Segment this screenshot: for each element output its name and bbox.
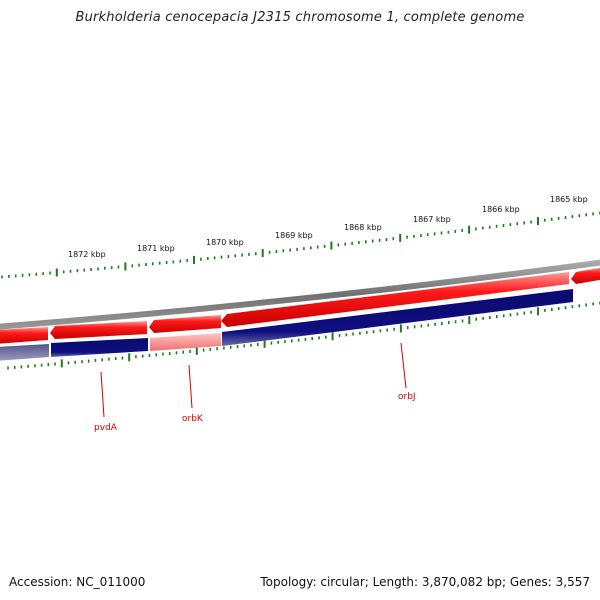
cds-block[interactable] xyxy=(0,344,49,361)
scale-label-1871: 1871 kbp xyxy=(137,244,175,253)
backbone-ring xyxy=(0,259,600,330)
gene-label-leaders xyxy=(100,342,407,418)
gene-arrow[interactable] xyxy=(571,267,600,284)
cds-block[interactable] xyxy=(150,333,221,351)
forward-strand-genes xyxy=(0,267,600,344)
scale-label-1865: 1865 kbp xyxy=(550,195,588,204)
scale-labels: 1872 kbp 1871 kbp 1870 kbp 1869 kbp 1868… xyxy=(68,195,588,259)
map-title: Burkholderia cenocepacia J2315 chromosom… xyxy=(75,10,525,25)
scale-label-1867: 1867 kbp xyxy=(413,215,451,224)
inner-scale-ticks xyxy=(7,301,600,370)
outer-scale-ticks xyxy=(1,211,600,279)
gene-arrow[interactable] xyxy=(221,272,569,327)
cds-block[interactable] xyxy=(222,289,573,346)
scale-label-1866: 1866 kbp xyxy=(482,205,520,214)
gene-arrow[interactable] xyxy=(50,321,147,339)
reverse-strand-cds xyxy=(0,289,573,361)
gene-label-orbJ[interactable]: orbJ xyxy=(398,392,416,402)
scale-label-1872: 1872 kbp xyxy=(68,250,106,259)
scale-label-1869: 1869 kbp xyxy=(275,231,313,240)
gene-arrow[interactable] xyxy=(149,315,221,333)
scale-label-1870: 1870 kbp xyxy=(206,238,244,247)
genome-summary-text: Topology: circular; Length: 3,870,082 bp… xyxy=(260,575,590,589)
gene-label-pvdA[interactable]: pvdA xyxy=(94,423,118,433)
gene-labels: pvdA orbK orbJ xyxy=(94,392,416,433)
cds-block[interactable] xyxy=(51,338,148,357)
scale-label-1868: 1868 kbp xyxy=(344,223,382,232)
accession-text: Accession: NC_011000 xyxy=(9,575,146,589)
gene-arrow[interactable] xyxy=(0,327,48,344)
gene-label-orbK[interactable]: orbK xyxy=(182,414,204,424)
